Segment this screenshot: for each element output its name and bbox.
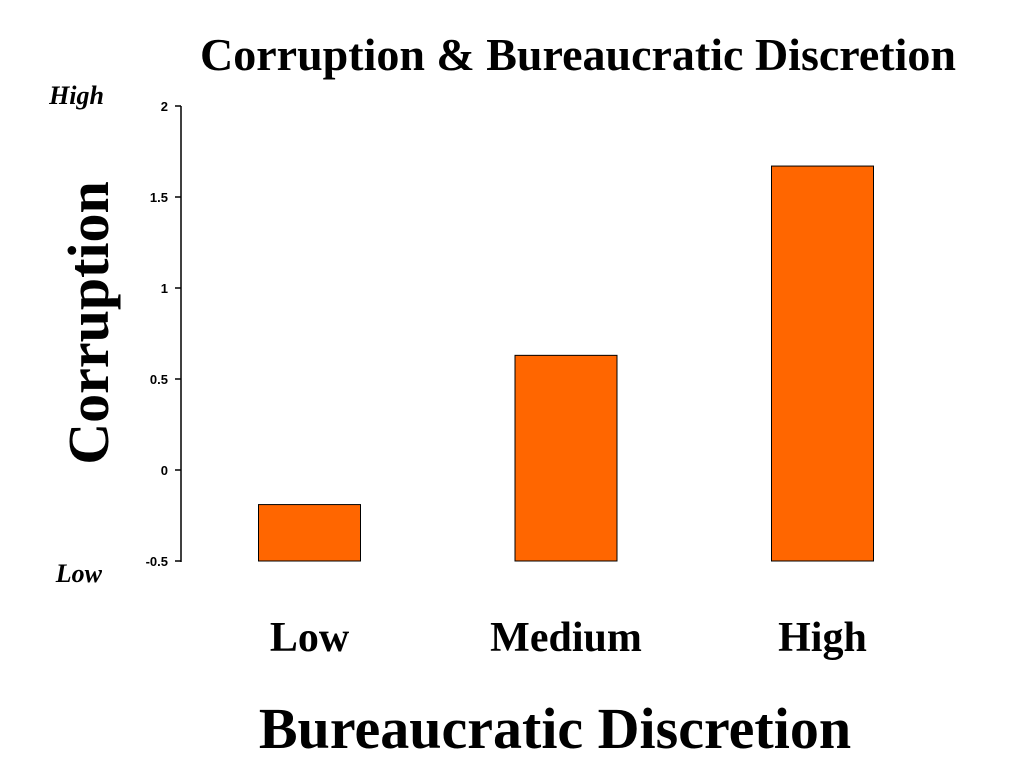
y-axis-ticks: 2 1.5 1 0.5 0 -0.5 (146, 99, 181, 569)
y-tick-label: 2 (161, 99, 168, 114)
x-category-label: Low (270, 615, 350, 661)
y-tick-label: 0 (161, 463, 168, 478)
y-annotation-high: High (48, 81, 104, 110)
x-category-label: Medium (490, 615, 642, 661)
y-tick-label: 1.5 (150, 190, 168, 205)
y-annotation-low: Low (55, 559, 103, 588)
y-axis-label: Corruption (56, 181, 121, 465)
x-axis-label: Bureaucratic Discretion (259, 696, 851, 761)
x-axis-categories: Low Medium High (270, 615, 867, 661)
bar-series (258, 165, 874, 562)
chart-title: Corruption & Bureaucratic Discretion (200, 29, 956, 80)
bar-high (771, 165, 874, 562)
y-tick-label: 1 (161, 281, 168, 296)
bar-medium (514, 354, 618, 562)
bar-low (258, 504, 361, 562)
x-category-label: High (778, 615, 867, 661)
y-tick-label: -0.5 (146, 554, 168, 569)
y-tick-label: 0.5 (150, 372, 168, 387)
